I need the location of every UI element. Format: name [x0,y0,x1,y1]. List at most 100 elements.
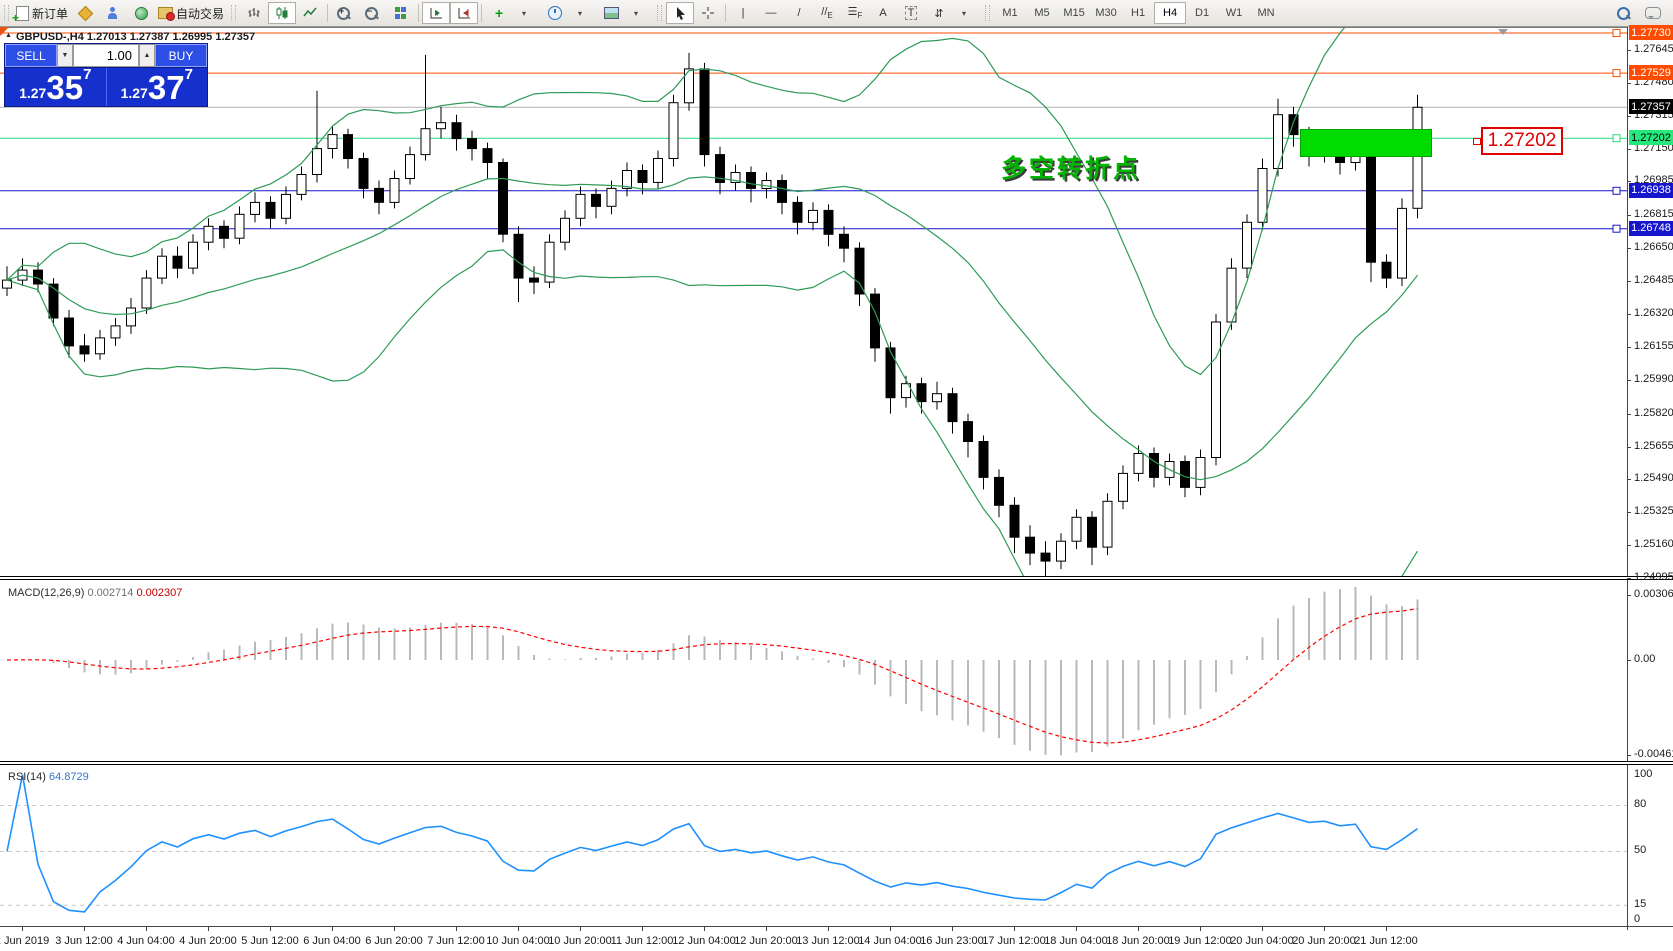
tf-m15-button[interactable]: M15 [1063,7,1085,19]
time-axis-tick [952,927,953,931]
main-pane[interactable] [0,0,1627,709]
chart-shift-button[interactable] [450,2,479,24]
volume-input[interactable]: 1.00 [73,44,139,67]
tf-m1-button[interactable]: M1 [1002,7,1018,19]
new-order-button[interactable]: 新订单 [12,2,71,25]
auto-scroll-button[interactable] [422,2,451,24]
channel-button[interactable]: //E [813,2,841,24]
chart-annotation-text[interactable]: 多空转折点 [1001,155,1142,183]
templates-dropdown[interactable]: ▾ [625,2,653,24]
candlestick-button[interactable] [268,2,297,24]
time-axis-tick [828,927,829,931]
buy-price-big: 37 [147,69,185,106]
time-axis-tick [456,927,457,931]
time-axis-tick [394,927,395,931]
macd-value-2: 0.002307 [136,587,183,599]
tf-m5-button[interactable]: M5 [1034,7,1050,19]
fibonacci-button[interactable]: ☰F [841,2,869,24]
templates-button[interactable] [597,2,625,24]
signals-button[interactable] [127,2,155,24]
price-callout-label[interactable]: 1.27202 [1481,127,1563,155]
buy-price[interactable]: 1.27 37 7 [107,66,208,106]
time-axis-label: 12 Jun 20:00 [734,935,798,947]
time-axis-tick [332,927,333,931]
arrows-dropdown[interactable]: ▾ [953,2,981,24]
periods-button[interactable] [541,2,569,24]
price-axis-label: 1.26155 [1634,339,1673,352]
globe-icon [134,6,148,20]
price-badge: 1.27730 [1629,25,1673,40]
line-chart-button[interactable] [296,2,324,24]
indicators-button[interactable]: + [485,2,513,24]
tile-windows-button[interactable] [387,2,415,24]
rsi-value: 64.8729 [48,771,89,783]
tf-w1-button[interactable]: W1 [1225,7,1243,19]
auto-trading-button[interactable]: 自动交易 [155,2,227,24]
tf-h1-button[interactable]: H1 [1131,7,1146,19]
toolbar-grip[interactable] [4,5,9,21]
price-axis-tick [1627,115,1631,117]
macd-name: MACD(12,26,9) [8,587,85,599]
rsi-pane-separator[interactable] [0,761,1673,765]
new-order-icon [12,5,29,25]
time-axis-label: 5 Jun 12:00 [241,935,299,947]
rsi-pane[interactable] [0,774,1627,913]
time-axis-tick [1200,927,1201,931]
horizontal-line-button[interactable]: — [757,2,785,24]
search-button[interactable] [1611,2,1639,24]
chat-button[interactable] [1639,2,1667,24]
macd-pane[interactable] [6,586,1419,756]
cursor-button[interactable] [666,2,695,24]
crosshair-button[interactable] [694,2,722,24]
tf-m30-button[interactable]: M30 [1095,7,1117,19]
toolbar: 新订单 自动交易 + − + ▾ [0,0,1673,27]
scroll-end-marker[interactable] [1498,29,1508,35]
time-axis-tick [1076,927,1077,931]
price-axis-label: 1.26650 [1634,241,1673,254]
time-axis-label: 17 Jun 12:00 [982,935,1046,947]
toolbar-grip[interactable] [657,5,663,21]
price-badge: 1.26938 [1629,182,1673,198]
trendline-button[interactable]: / [785,2,813,24]
price-axis-label: 1.27645 [1634,42,1673,55]
buy-button[interactable]: BUY [155,44,207,67]
zoom-out-button[interactable]: − [359,2,387,24]
tile-windows-icon [395,7,407,19]
highlight-rectangle[interactable] [1300,129,1432,157]
time-axis-label: 13 Jun 12:00 [796,935,860,947]
macd-pane-separator[interactable] [0,576,1673,580]
toolbar-grip[interactable] [231,5,237,21]
tf-mn-button[interactable]: MN [1257,7,1275,19]
bar-chart-button[interactable] [240,2,268,24]
sell-price[interactable]: 1.27 35 7 [5,66,107,106]
time-axis-tick [704,927,705,931]
time-axis-label: 18 Jun 04:00 [1044,935,1108,947]
time-axis-tick [766,927,767,931]
toolbar-grip[interactable] [985,5,991,21]
periods-dropdown[interactable]: ▾ [569,2,597,24]
text-label-button[interactable]: T [897,2,925,24]
oneclick-toggle[interactable] [0,27,9,36]
tf-h4-button[interactable]: H4 [1154,2,1187,24]
volume-decrease-button[interactable]: ▼ [57,44,73,67]
text-button[interactable]: A [869,2,897,24]
sell-button[interactable]: SELL [5,44,57,67]
trendline-icon: / [797,7,801,19]
candlestick-icon [276,7,288,19]
price-axis-tick [1627,346,1631,348]
community-button[interactable] [99,2,127,24]
zoom-in-button[interactable]: + [331,2,359,24]
price-axis-label: 1.24995 [1634,571,1673,584]
time-axis-label: 19 Jun 12:00 [1168,935,1232,947]
tf-d1-button[interactable]: D1 [1195,7,1210,19]
arrows-button[interactable]: ⇵ [925,2,953,24]
time-axis-label: 6 Jun 04:00 [303,935,361,947]
expand-marker-icon[interactable]: ▲ [5,32,12,39]
macd-axis-label: 0.00 [1634,653,1656,665]
chart-title: GBPUSD-,H4 1.27013 1.27387 1.26995 1.273… [16,31,256,43]
indicators-dropdown[interactable]: ▾ [513,2,541,24]
volume-increase-button[interactable]: ▲ [139,44,155,67]
vertical-line-button[interactable]: | [729,2,757,24]
zoom-in-icon: + [337,6,351,20]
